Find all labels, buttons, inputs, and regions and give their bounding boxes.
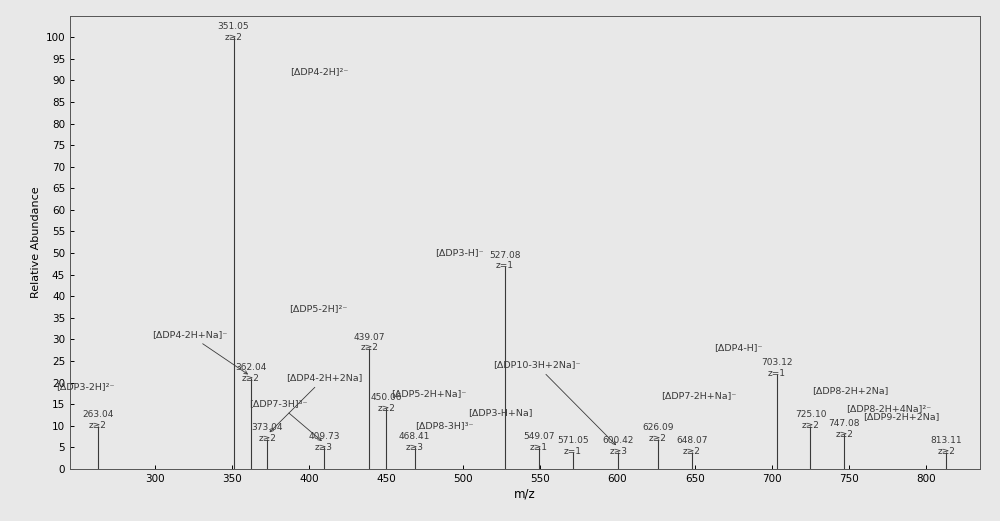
Text: 600.42: 600.42 (603, 436, 634, 445)
Text: [ΔDP8-2H+4Na]²⁻: [ΔDP8-2H+4Na]²⁻ (846, 404, 931, 413)
Text: z≥3: z≥3 (609, 447, 627, 456)
Text: 263.04: 263.04 (82, 410, 114, 419)
Text: 527.08: 527.08 (489, 251, 521, 259)
Text: 450.06: 450.06 (371, 393, 402, 402)
Text: z≥2: z≥2 (835, 430, 853, 439)
Text: [ΔDP5-2H+Na]⁻: [ΔDP5-2H+Na]⁻ (391, 389, 466, 398)
Y-axis label: Relative Abundance: Relative Abundance (31, 187, 41, 298)
Text: 439.07: 439.07 (354, 332, 385, 342)
Text: 626.09: 626.09 (642, 423, 674, 432)
Text: z≥3: z≥3 (315, 443, 333, 452)
Text: 648.07: 648.07 (676, 436, 707, 445)
Text: [ΔDP4-2H+Na]⁻: [ΔDP4-2H+Na]⁻ (152, 330, 247, 374)
Text: 703.12: 703.12 (761, 358, 792, 367)
Text: 549.07: 549.07 (523, 432, 555, 441)
Text: 373.04: 373.04 (252, 423, 283, 432)
Text: z≥2: z≥2 (89, 421, 107, 430)
Text: [ΔDP7-3H]³⁻: [ΔDP7-3H]³⁻ (249, 400, 321, 441)
Text: [ΔDP4-H]⁻: [ΔDP4-H]⁻ (714, 343, 763, 352)
Text: z≥1: z≥1 (530, 443, 548, 452)
Text: [ΔDP4-2H]²⁻: [ΔDP4-2H]²⁻ (291, 67, 349, 76)
Text: [ΔDP3-H+Na]: [ΔDP3-H+Na] (468, 408, 533, 417)
Text: z≥2: z≥2 (649, 434, 667, 443)
Text: [ΔDP4-2H+2Na]: [ΔDP4-2H+2Na] (270, 374, 362, 432)
Text: 362.04: 362.04 (235, 363, 266, 372)
Text: z=1: z=1 (496, 262, 514, 270)
Text: z=1: z=1 (564, 447, 582, 456)
Text: z≥2: z≥2 (360, 343, 378, 352)
Text: z≥2: z≥2 (225, 32, 243, 42)
Text: z≥2: z≥2 (802, 421, 819, 430)
Text: z≥2: z≥2 (377, 404, 395, 413)
X-axis label: m/z: m/z (514, 488, 536, 501)
Text: [ΔDP7-2H+Na]⁻: [ΔDP7-2H+Na]⁻ (661, 391, 736, 400)
Text: 351.05: 351.05 (218, 22, 249, 31)
Text: [ΔDP10-3H+2Na]⁻: [ΔDP10-3H+2Na]⁻ (493, 361, 616, 445)
Text: [ΔDP9-2H+2Na]: [ΔDP9-2H+2Na] (864, 413, 940, 421)
Text: z≥2: z≥2 (683, 447, 701, 456)
Text: 571.05: 571.05 (557, 436, 589, 445)
Text: 409.73: 409.73 (308, 432, 340, 441)
Text: [ΔDP3-H]⁻: [ΔDP3-H]⁻ (435, 249, 483, 257)
Text: z≥3: z≥3 (406, 443, 424, 452)
Text: [ΔDP5-2H]²⁻: [ΔDP5-2H]²⁻ (289, 304, 348, 314)
Text: z=1: z=1 (768, 369, 786, 378)
Text: [ΔDP8-2H+2Na]: [ΔDP8-2H+2Na] (812, 387, 888, 395)
Text: z≥2: z≥2 (937, 447, 955, 456)
Text: z≥2: z≥2 (242, 374, 259, 382)
Text: 813.11: 813.11 (930, 436, 962, 445)
Text: 747.08: 747.08 (829, 419, 860, 428)
Text: [ΔDP8-3H]³⁻: [ΔDP8-3H]³⁻ (415, 421, 474, 430)
Text: [ΔDP3-2H]²⁻: [ΔDP3-2H]²⁻ (56, 382, 115, 391)
Text: 468.41: 468.41 (399, 432, 430, 441)
Text: z≥2: z≥2 (259, 434, 276, 443)
Text: 725.10: 725.10 (795, 410, 826, 419)
